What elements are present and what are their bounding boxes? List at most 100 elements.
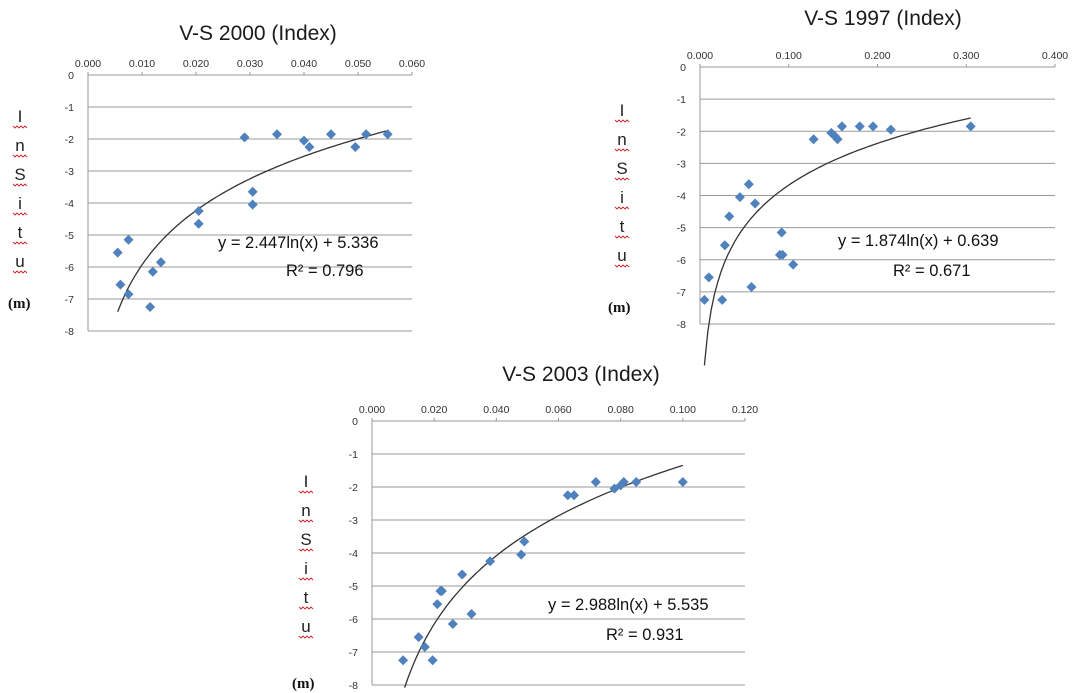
y-axis-label-letter: S	[300, 530, 311, 549]
chart-1: V-S 2000 (Index) 0 -1 -2 -3 -4 -5 -6 -7 -8 0.000 0.…	[8, 22, 425, 338]
data-point	[447, 618, 458, 629]
data-point	[808, 134, 819, 145]
y-axis-label-letter: n	[15, 136, 24, 155]
data-point	[145, 302, 156, 312]
r-squared-label: R² = 0.671	[893, 262, 971, 280]
x-tick-label: 0.010	[129, 58, 155, 70]
chart-title: V-S 2003 (Index)	[502, 363, 660, 386]
x-tick-label: 0.040	[291, 58, 317, 70]
spellcheck-underline	[614, 235, 630, 239]
x-tick-label: 0.100	[670, 404, 696, 416]
data-point	[147, 266, 158, 277]
trendline	[117, 130, 388, 312]
data-point	[326, 129, 336, 140]
data-point	[832, 134, 843, 145]
y-tick-label: -3	[677, 158, 686, 170]
x-tick-label: 0.080	[608, 404, 634, 416]
data-point	[123, 234, 134, 245]
y-axis-label-letter: u	[617, 246, 626, 265]
data-point	[837, 121, 847, 132]
y-tick-label: -1	[349, 449, 358, 461]
spellcheck-underline	[298, 519, 314, 523]
y-axis-unit: (m)	[292, 676, 315, 692]
y-tick-label: -3	[349, 515, 358, 527]
data-point	[562, 490, 573, 501]
y-tick-label: -2	[65, 134, 74, 146]
y-axis-label-letter: i	[620, 188, 624, 207]
chart-title: V-S 2000 (Index)	[179, 22, 337, 45]
data-point	[699, 294, 710, 305]
data-point	[382, 129, 393, 140]
y-tick-label: -6	[65, 262, 74, 274]
x-tick-label: 0.000	[687, 50, 713, 62]
r-squared-label: R² = 0.796	[286, 262, 364, 280]
data-point	[432, 599, 443, 610]
data-point	[519, 536, 530, 547]
y-tick-label: -7	[65, 294, 74, 306]
data-point	[590, 477, 601, 488]
data-point	[466, 609, 477, 620]
trend-equation: y = 1.874ln(x) + 0.639	[838, 232, 999, 250]
chart-title: V-S 1997 (Index)	[804, 7, 962, 30]
data-point	[717, 294, 728, 305]
y-tick-label: -7	[349, 647, 358, 659]
x-tick-label: 0.020	[183, 58, 209, 70]
spellcheck-underline	[614, 119, 630, 123]
y-axis-label-letter: u	[301, 617, 310, 636]
x-tick-label: 0.000	[359, 404, 385, 416]
spellcheck-underline	[614, 148, 630, 152]
data-point	[457, 569, 468, 580]
y-tick-label: -5	[677, 223, 686, 235]
spellcheck-underline	[12, 212, 28, 216]
spellcheck-underline	[298, 548, 314, 552]
trend-equation: y = 2.988ln(x) + 5.535	[548, 596, 709, 614]
spellcheck-underline	[298, 635, 314, 639]
x-tick-label: 0.100	[776, 50, 802, 62]
y-axis-label-letter: I	[18, 107, 23, 126]
data-point	[193, 218, 204, 229]
data-point	[239, 132, 250, 143]
data-point	[885, 124, 896, 135]
trend-equation: y = 2.447ln(x) + 5.336	[218, 234, 379, 252]
data-point	[854, 121, 865, 132]
y-tick-label: -7	[677, 287, 686, 299]
y-tick-label: -5	[349, 581, 358, 593]
x-tick-label: 0.120	[732, 404, 758, 416]
data-point	[272, 129, 282, 140]
data-point	[413, 632, 424, 643]
y-tick-label: -3	[65, 166, 74, 178]
y-axis-unit: (m)	[8, 296, 31, 312]
x-tick-label: 0.000	[75, 58, 101, 70]
y-axis-label-letter: i	[304, 559, 308, 578]
y-tick-label: -4	[349, 548, 358, 560]
spellcheck-underline	[614, 177, 630, 181]
data-point	[677, 477, 688, 488]
data-point	[746, 282, 757, 293]
y-axis-label-letter: t	[18, 223, 23, 242]
data-point	[703, 272, 714, 283]
x-tick-label: 0.200	[864, 50, 890, 62]
y-tick-label: -6	[349, 614, 358, 626]
y-axis-label-letter: I	[620, 101, 625, 120]
data-point	[427, 655, 438, 666]
data-point	[750, 198, 761, 209]
data-point	[398, 655, 409, 666]
y-axis-unit: (m)	[608, 300, 631, 316]
chart-3: V-S 2003 (Index) 0 -1 -2 -3 -4 -5 -6 -7 -8 0.000 0.…	[292, 363, 758, 692]
data-point	[724, 211, 735, 222]
data-point	[247, 199, 258, 210]
y-tick-label: 0	[68, 70, 74, 82]
data-point	[299, 135, 309, 146]
data-point	[788, 259, 799, 270]
y-axis-label-letter: t	[620, 217, 625, 236]
y-axis-label-letter: S	[14, 165, 25, 184]
y-tick-label: -1	[677, 94, 686, 106]
x-tick-label: 0.020	[421, 404, 447, 416]
y-tick-label: -1	[65, 102, 74, 114]
y-axis-label-letter: t	[304, 588, 309, 607]
y-tick-label: -2	[349, 482, 358, 494]
data-point	[350, 142, 361, 152]
x-tick-label: 0.060	[399, 58, 425, 70]
spellcheck-underline	[12, 154, 28, 158]
x-tick-label: 0.030	[237, 58, 263, 70]
